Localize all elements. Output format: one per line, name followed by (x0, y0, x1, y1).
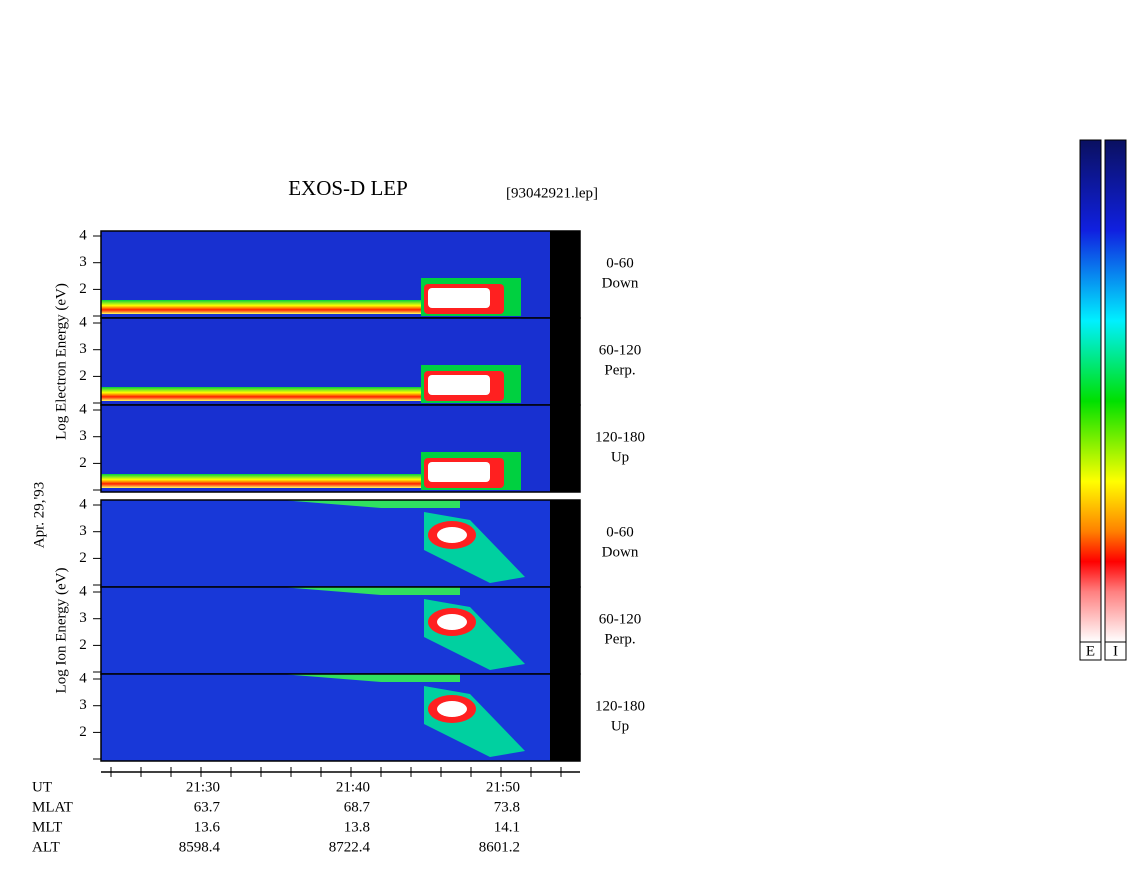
row-value: 68.7 (344, 799, 371, 815)
row-value: 13.6 (194, 819, 221, 835)
flux-peak (428, 462, 490, 482)
pitch-angle-label: 0-60 (606, 524, 634, 540)
panel-frame (100, 404, 581, 493)
row-value: 21:40 (336, 779, 370, 795)
colorbar-label: E (1086, 643, 1095, 659)
low-energy-band (101, 300, 421, 314)
energy-tick-label: 2 (79, 368, 87, 384)
pitch-angle-label: 120-180 (595, 429, 645, 445)
energy-tick-label: 3 (79, 523, 87, 539)
instrument-gap (550, 405, 580, 492)
instrument-gap (550, 587, 580, 674)
energy-tick-label: 3 (79, 254, 87, 270)
flux-peak (428, 375, 490, 395)
date: Apr. 29,'93 (31, 482, 47, 548)
row-value: 8598.4 (179, 839, 221, 855)
ion-dispersion (281, 587, 460, 595)
ion-burst-peak (437, 614, 467, 630)
row-value: 21:30 (186, 779, 220, 795)
colorbar (1104, 139, 1127, 643)
pitch-angle-label: 60-120 (599, 611, 642, 627)
ion-burst-peak (437, 701, 467, 717)
title: EXOS-D LEP (288, 176, 408, 200)
low-energy-band (101, 387, 421, 401)
pitch-angle-label: 0-60 (606, 255, 634, 271)
energy-tick-label: 3 (79, 428, 87, 444)
energy-tick-label: 4 (79, 670, 87, 686)
energy-tick-label: 4 (79, 496, 87, 512)
file-name: [93042921.lep] (506, 185, 598, 201)
energy-tick-label: 2 (79, 637, 87, 653)
y-axis-label: Log Electron Energy (eV) (53, 283, 69, 440)
energy-tick-label: 2 (79, 281, 87, 297)
row-value: 63.7 (194, 799, 221, 815)
spectrograms: Log Electron Energy (eV) 4 3 2 0-60 Down 4 3 2 60… (53, 227, 645, 762)
ion-burst-peak (437, 527, 467, 543)
row-value: 8601.2 (479, 839, 520, 855)
energy-tick-label: 3 (79, 610, 87, 626)
low-energy-band (101, 474, 421, 488)
instrument-gap (550, 674, 580, 761)
ion-dispersion (281, 674, 460, 682)
energy-tick-label: 3 (79, 697, 87, 713)
instrument-gap (550, 500, 580, 587)
colorbar-label-box (1104, 641, 1127, 661)
energy-tick-label: 4 (79, 401, 87, 417)
row-name: MLAT (32, 799, 73, 815)
direction-label: Up (611, 718, 629, 734)
energy-tick-label: 3 (79, 341, 87, 357)
energy-tick-label: 4 (79, 227, 87, 243)
row-value: 14.1 (494, 819, 520, 835)
instrument-gap (550, 231, 580, 318)
pitch-angle-label: 60-120 (599, 342, 642, 358)
panel-frame (100, 673, 581, 762)
row-name: ALT (32, 839, 60, 855)
row-value: 8722.4 (329, 839, 371, 855)
row-value: 13.8 (344, 819, 370, 835)
direction-label: Down (602, 544, 639, 560)
row-value: 21:50 (486, 779, 520, 795)
time-axis: UT 21:30 21:40 21:50 MLAT 63.7 68.7 73.8 MLT 13.6… (32, 767, 580, 855)
colorbar (1079, 139, 1102, 643)
direction-label: Perp. (604, 362, 635, 378)
pitch-angle-label: 120-180 (595, 698, 645, 714)
energy-tick-label: 2 (79, 550, 87, 566)
instrument-gap (550, 318, 580, 405)
y-axis-label: Log Ion Energy (eV) (53, 568, 69, 694)
direction-label: Perp. (604, 631, 635, 647)
flux-peak (428, 288, 490, 308)
direction-label: Down (602, 275, 639, 291)
row-name: MLT (32, 819, 62, 835)
direction-label: Up (611, 449, 629, 465)
ion-dispersion (281, 500, 460, 508)
energy-tick-label: 2 (79, 724, 87, 740)
colorbar-label: I (1113, 643, 1118, 659)
row-name: UT (32, 779, 52, 795)
row-value: 73.8 (494, 799, 520, 815)
energy-tick-label: 4 (79, 314, 87, 330)
energy-tick-label: 2 (79, 455, 87, 471)
colorbar-label-box (1079, 641, 1102, 661)
energy-tick-label: 4 (79, 583, 87, 599)
